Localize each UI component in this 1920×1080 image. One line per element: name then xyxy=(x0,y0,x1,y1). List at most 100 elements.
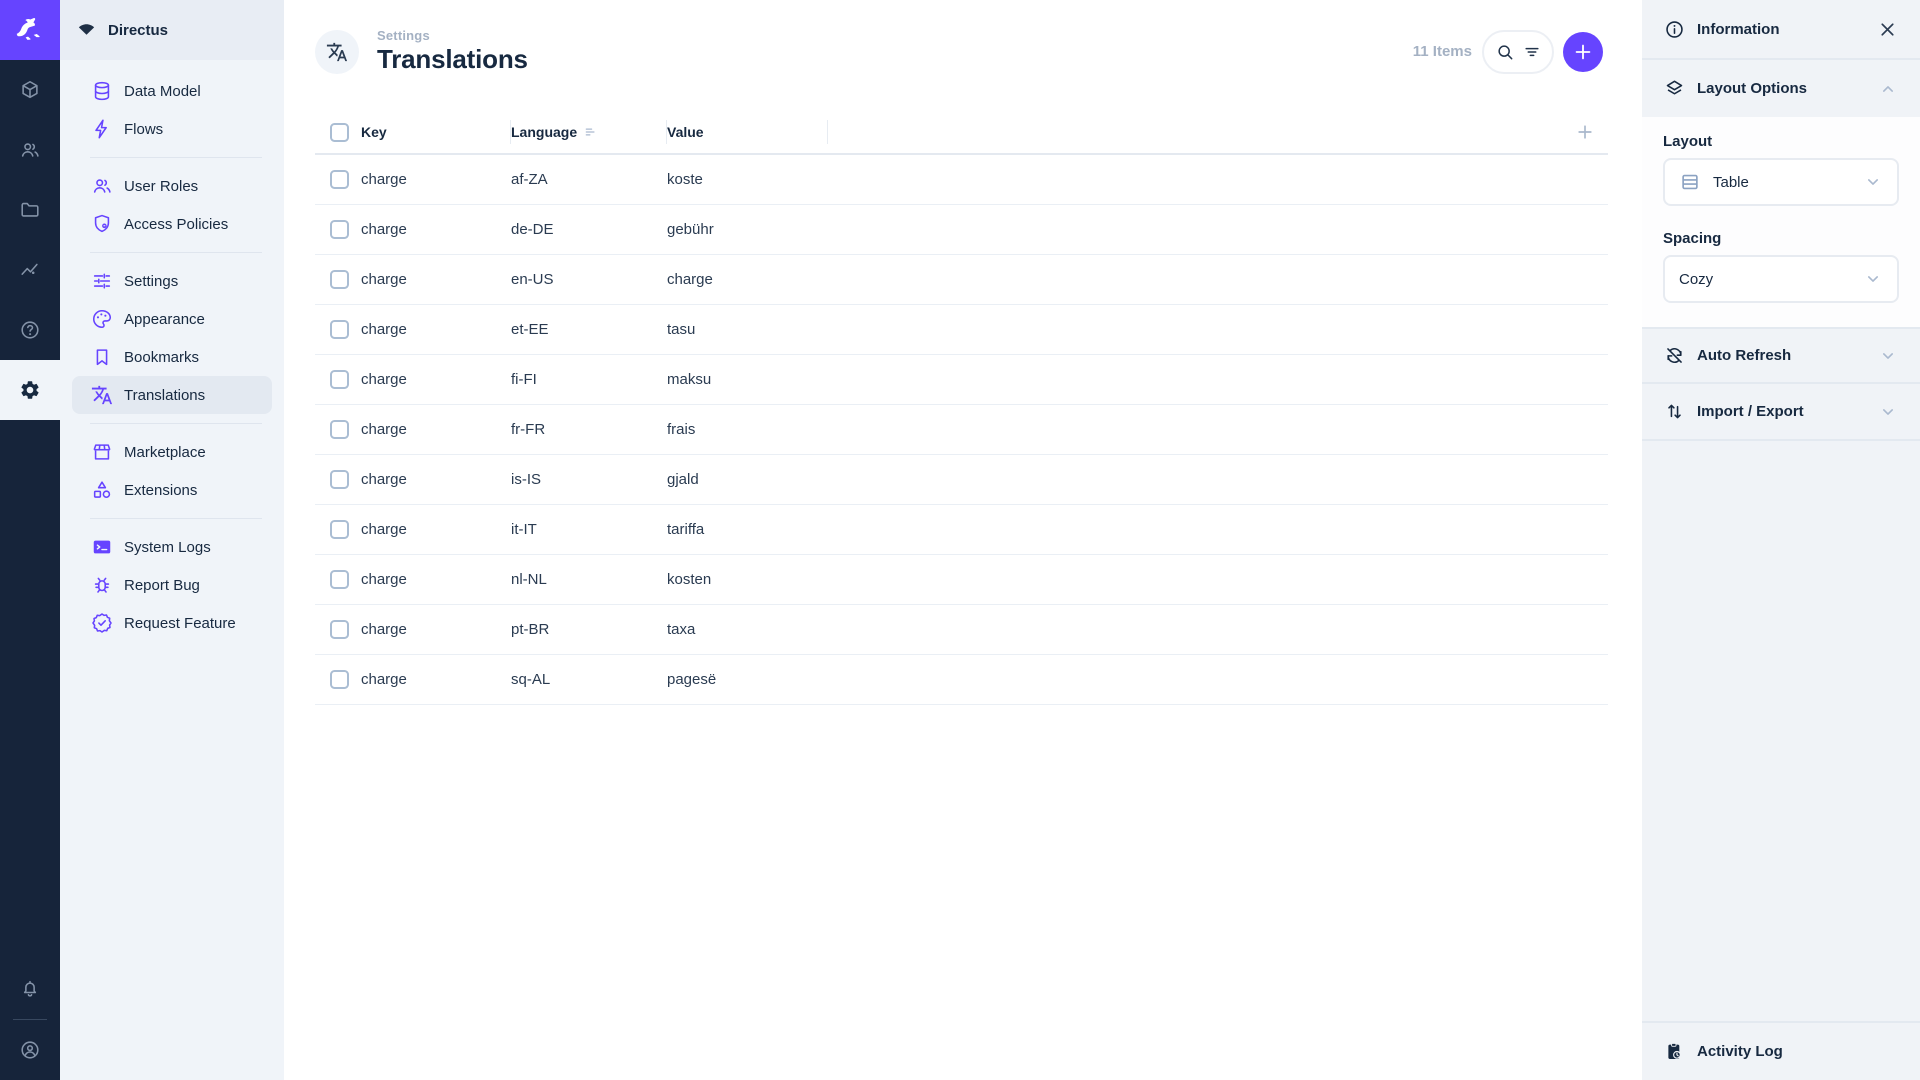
row-checkbox[interactable] xyxy=(330,570,349,589)
tune-icon xyxy=(91,270,113,292)
row-checkbox[interactable] xyxy=(330,320,349,339)
spacing-field-label: Spacing xyxy=(1663,230,1722,247)
table-row[interactable]: charge sq-AL pagesë xyxy=(315,655,1608,705)
column-header-value[interactable]: Value xyxy=(667,111,828,153)
table-row[interactable]: charge de-DE gebühr xyxy=(315,205,1608,255)
notifications-button[interactable] xyxy=(0,959,60,1019)
rabbit-icon xyxy=(13,13,47,47)
nav-item-request-feature[interactable]: Request Feature xyxy=(72,604,272,642)
layers-icon xyxy=(1664,78,1685,99)
chevron-up-icon xyxy=(1878,79,1898,99)
table-row[interactable]: charge fi-FI maksu xyxy=(315,355,1608,405)
box-icon xyxy=(19,79,41,101)
nav-item-access-policies[interactable]: Access Policies xyxy=(72,205,272,243)
module-settings[interactable] xyxy=(0,360,60,420)
cell-language: af-ZA xyxy=(511,171,548,188)
directus-logo[interactable] xyxy=(0,0,60,60)
filter-icon[interactable] xyxy=(1522,42,1542,62)
module-docs[interactable] xyxy=(0,300,60,360)
activity-log-button[interactable]: Activity Log xyxy=(1642,1021,1920,1080)
spacing-select[interactable]: Cozy xyxy=(1663,255,1899,303)
module-files[interactable] xyxy=(0,180,60,240)
nav-item-bookmarks[interactable]: Bookmarks xyxy=(72,338,272,376)
row-checkbox[interactable] xyxy=(330,670,349,689)
module-insights[interactable] xyxy=(0,240,60,300)
cell-value: pagesë xyxy=(667,671,717,688)
cell-key: charge xyxy=(361,321,407,338)
bug-icon xyxy=(91,574,113,596)
bolt-icon xyxy=(91,118,113,140)
table-row[interactable]: charge en-US charge xyxy=(315,255,1608,305)
cell-value: frais xyxy=(667,421,696,438)
table-layout-icon xyxy=(1679,171,1701,193)
column-header-key[interactable]: Key xyxy=(361,111,511,153)
row-checkbox[interactable] xyxy=(330,620,349,639)
nav-item-system-logs[interactable]: System Logs xyxy=(72,528,272,566)
section-import-export[interactable]: Import / Export xyxy=(1642,384,1920,441)
activity-log-icon xyxy=(1664,1041,1685,1062)
module-users[interactable] xyxy=(0,120,60,180)
cell-value: maksu xyxy=(667,371,712,388)
sidebar-header: Information xyxy=(1642,0,1920,60)
nav-divider xyxy=(90,518,262,519)
nav-item-extensions[interactable]: Extensions xyxy=(72,471,272,509)
nav-item-appearance[interactable]: Appearance xyxy=(72,300,272,338)
row-checkbox[interactable] xyxy=(330,420,349,439)
section-auto-refresh[interactable]: Auto Refresh xyxy=(1642,327,1920,384)
row-checkbox[interactable] xyxy=(330,270,349,289)
storefront-icon xyxy=(91,441,113,463)
close-sidebar-button[interactable] xyxy=(1877,19,1898,40)
search-icon[interactable] xyxy=(1495,42,1515,62)
nav-item-translations[interactable]: Translations xyxy=(72,376,272,414)
table-row[interactable]: charge it-IT tariffa xyxy=(315,505,1608,555)
nav-item-user-roles[interactable]: User Roles xyxy=(72,167,272,205)
nav-item-report-bug[interactable]: Report Bug xyxy=(72,566,272,604)
cell-value: kosten xyxy=(667,571,712,588)
nav-item-data-model[interactable]: Data Model xyxy=(72,72,272,110)
user-menu-button[interactable] xyxy=(0,1020,60,1080)
page-title: Translations xyxy=(377,44,528,74)
row-checkbox[interactable] xyxy=(330,470,349,489)
table-row[interactable]: charge af-ZA koste xyxy=(315,155,1608,205)
search-filter-pill xyxy=(1482,29,1554,74)
cell-language: it-IT xyxy=(511,521,537,538)
row-checkbox[interactable] xyxy=(330,170,349,189)
column-header-language[interactable]: Language xyxy=(511,111,667,153)
add-column-icon[interactable] xyxy=(1575,122,1595,142)
palette-icon xyxy=(91,308,113,330)
row-checkbox[interactable] xyxy=(330,370,349,389)
cell-key: charge xyxy=(361,521,407,538)
select-all-cell xyxy=(315,122,361,142)
module-bar xyxy=(0,0,60,1080)
table-row[interactable]: charge nl-NL kosten xyxy=(315,555,1608,605)
add-item-button[interactable] xyxy=(1563,31,1603,72)
cell-language: pt-BR xyxy=(511,621,550,638)
cell-key: charge xyxy=(361,371,407,388)
main-content: Settings Translations 11 Items xyxy=(284,0,1642,1080)
nav-item-label: Report Bug xyxy=(124,576,200,594)
project-name: Directus xyxy=(108,21,169,39)
database-icon xyxy=(91,80,113,102)
select-all-checkbox[interactable] xyxy=(330,122,349,142)
table-row[interactable]: charge fr-FR frais xyxy=(315,405,1608,455)
folder-icon xyxy=(19,199,41,221)
row-checkbox[interactable] xyxy=(330,220,349,239)
items-count: 11 Items xyxy=(1412,43,1472,60)
project-chooser[interactable]: Directus xyxy=(60,0,284,60)
nav-item-marketplace[interactable]: Marketplace xyxy=(72,433,272,471)
row-checkbox[interactable] xyxy=(330,520,349,539)
page-title-icon[interactable] xyxy=(315,29,359,74)
nav-item-flows[interactable]: Flows xyxy=(72,110,272,148)
breadcrumb[interactable]: Settings xyxy=(377,28,430,43)
swap-vert-icon xyxy=(1664,401,1685,422)
table-row[interactable]: charge pt-BR taxa xyxy=(315,605,1608,655)
sort-icon[interactable] xyxy=(584,125,598,139)
layout-select[interactable]: Table xyxy=(1663,158,1899,206)
nav-item-settings[interactable]: Settings xyxy=(72,262,272,300)
table-row[interactable]: charge is-IS gjald xyxy=(315,455,1608,505)
table-row[interactable]: charge et-EE tasu xyxy=(315,305,1608,355)
section-layout-options[interactable]: Layout Options xyxy=(1642,60,1920,117)
people-icon xyxy=(91,175,113,197)
verified-icon xyxy=(91,612,113,634)
module-content[interactable] xyxy=(0,60,60,120)
